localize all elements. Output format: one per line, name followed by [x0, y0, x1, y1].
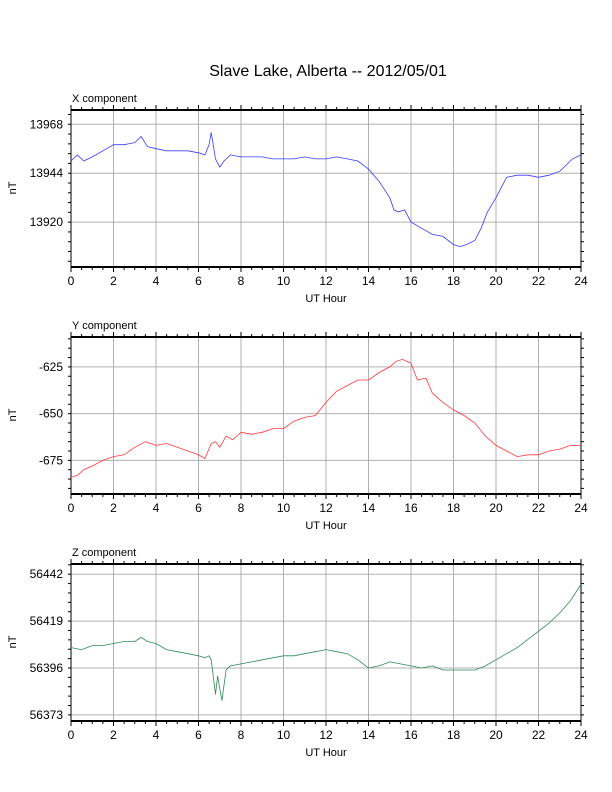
- x-tick-label: 14: [362, 274, 376, 288]
- x-tick-label: 0: [68, 728, 75, 742]
- x-tick-label: 22: [532, 274, 546, 288]
- x-tick-label: 10: [277, 501, 291, 515]
- x-tick-label: 14: [362, 728, 376, 742]
- x-tick-label: 16: [404, 501, 418, 515]
- x-tick-label: 10: [277, 274, 291, 288]
- x-tick-label: 22: [532, 501, 546, 515]
- x-tick-label: 20: [489, 274, 503, 288]
- x-tick-label: 24: [574, 274, 588, 288]
- series-line: [70, 132, 582, 248]
- y-axis-label: nT: [7, 181, 19, 194]
- x-tick-label: 20: [489, 728, 503, 742]
- x-axis-label: UT Hour: [305, 747, 347, 759]
- x-tick-label: 16: [404, 728, 418, 742]
- x-tick-label: 18: [447, 728, 461, 742]
- series-line: [70, 584, 582, 701]
- y-tick-label: 13944: [30, 166, 64, 180]
- x-tick-label: 16: [404, 274, 418, 288]
- panel-label: X component: [72, 93, 137, 105]
- y-tick-label: -675: [39, 453, 63, 467]
- x-tick-label: 18: [447, 501, 461, 515]
- x-tick-label: 0: [68, 501, 75, 515]
- x-tick-label: 8: [238, 274, 245, 288]
- x-tick-label: 22: [532, 728, 546, 742]
- x-tick-label: 4: [153, 274, 160, 288]
- x-tick-label: 14: [362, 501, 376, 515]
- y-tick-label: -650: [39, 407, 63, 421]
- plot-area: 0 2 4 6 8 10 12 14 16 18 20 22 24-625-650-675: [39, 332, 588, 515]
- x-tick-label: 12: [319, 274, 333, 288]
- x-tick-label: 20: [489, 501, 503, 515]
- plot-area: 0 2 4 6 8 10 12 14 16 18 20 22 245644256419563965637…: [30, 559, 588, 742]
- y-tick-label: 13920: [30, 215, 64, 229]
- panel-label: Y component: [72, 320, 137, 332]
- x-tick-label: 8: [238, 501, 245, 515]
- x-axis-label: UT Hour: [305, 293, 347, 305]
- x-tick-label: 10: [277, 728, 291, 742]
- x-tick-label: 2: [110, 501, 117, 515]
- x-tick-label: 24: [574, 501, 588, 515]
- x-tick-label: 6: [195, 728, 202, 742]
- x-tick-label: 12: [319, 501, 333, 515]
- x-tick-label: 4: [153, 501, 160, 515]
- x-tick-label: 2: [110, 274, 117, 288]
- x-tick-label: 0: [68, 274, 75, 288]
- x-tick-label: 2: [110, 728, 117, 742]
- series-line: [70, 358, 581, 478]
- y-tick-label: 56419: [30, 614, 64, 628]
- y-tick-label: -625: [39, 360, 63, 374]
- x-tick-label: 6: [195, 501, 202, 515]
- y-tick-label: 13968: [30, 117, 64, 131]
- x-axis-label: UT Hour: [305, 520, 347, 532]
- y-tick-label: 56396: [30, 661, 64, 675]
- panel-x: X component nT UT Hour 0 2 4 6 8 10 12 14 16 18 20…: [7, 93, 588, 305]
- x-tick-label: 12: [319, 728, 333, 742]
- x-tick-label: 18: [447, 274, 461, 288]
- panel-z: Z component nT UT Hour 0 2 4 6 8 10 12 14 16 18 20…: [7, 547, 588, 759]
- y-axis-label: nT: [7, 408, 19, 421]
- x-tick-label: 24: [574, 728, 588, 742]
- y-tick-label: 56442: [30, 567, 64, 581]
- panel-y: Y component nT UT Hour 0 2 4 6 8 10 12 14 16 18 20…: [7, 320, 588, 532]
- figure-title: Slave Lake, Alberta -- 2012/05/01: [209, 63, 447, 80]
- x-tick-label: 6: [195, 274, 202, 288]
- y-axis-label: nT: [7, 635, 19, 648]
- x-tick-label: 4: [153, 728, 160, 742]
- panel-label: Z component: [72, 547, 136, 559]
- x-tick-label: 8: [238, 728, 245, 742]
- y-tick-label: 56373: [30, 708, 64, 722]
